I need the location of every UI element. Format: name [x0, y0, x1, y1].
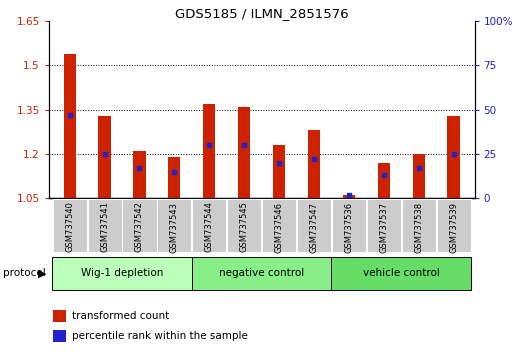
Bar [133, 151, 146, 198]
FancyBboxPatch shape [227, 199, 261, 252]
Bar [343, 195, 355, 198]
Text: Wig-1 depletion: Wig-1 depletion [81, 268, 163, 279]
Text: percentile rank within the sample: percentile rank within the sample [72, 331, 248, 341]
FancyBboxPatch shape [192, 257, 331, 290]
FancyBboxPatch shape [53, 199, 87, 252]
FancyBboxPatch shape [88, 199, 122, 252]
FancyBboxPatch shape [297, 199, 331, 252]
Text: GSM737539: GSM737539 [449, 201, 458, 252]
Text: GSM737536: GSM737536 [344, 201, 353, 253]
Bar [308, 130, 320, 198]
Text: GSM737545: GSM737545 [240, 201, 249, 252]
Text: GSM737540: GSM737540 [65, 201, 74, 252]
Bar [447, 116, 460, 198]
FancyBboxPatch shape [367, 199, 401, 252]
Title: GDS5185 / ILMN_2851576: GDS5185 / ILMN_2851576 [175, 7, 348, 20]
Bar [378, 163, 390, 198]
FancyBboxPatch shape [123, 199, 156, 252]
FancyBboxPatch shape [262, 199, 296, 252]
Bar [53, 330, 66, 342]
FancyBboxPatch shape [331, 257, 471, 290]
Text: GSM737544: GSM737544 [205, 201, 214, 252]
Bar [98, 116, 111, 198]
Bar [273, 145, 285, 198]
Bar [168, 157, 181, 198]
Text: protocol: protocol [3, 268, 45, 279]
Text: vehicle control: vehicle control [363, 268, 440, 279]
Text: GSM737542: GSM737542 [135, 201, 144, 252]
FancyBboxPatch shape [157, 199, 191, 252]
Text: ▶: ▶ [38, 268, 47, 279]
Bar [53, 310, 66, 322]
Text: transformed count: transformed count [72, 311, 169, 321]
Text: GSM737538: GSM737538 [414, 201, 423, 253]
Bar [203, 104, 215, 198]
FancyBboxPatch shape [332, 199, 366, 252]
Text: negative control: negative control [219, 268, 304, 279]
Text: GSM737547: GSM737547 [309, 201, 319, 252]
Text: GSM737546: GSM737546 [274, 201, 284, 252]
FancyBboxPatch shape [402, 199, 436, 252]
Bar [64, 54, 76, 198]
FancyBboxPatch shape [437, 199, 470, 252]
FancyBboxPatch shape [192, 199, 226, 252]
Bar [238, 107, 250, 198]
FancyBboxPatch shape [52, 257, 192, 290]
Bar [412, 154, 425, 198]
Text: GSM737537: GSM737537 [379, 201, 388, 253]
Text: GSM737541: GSM737541 [100, 201, 109, 252]
Text: GSM737543: GSM737543 [170, 201, 179, 252]
